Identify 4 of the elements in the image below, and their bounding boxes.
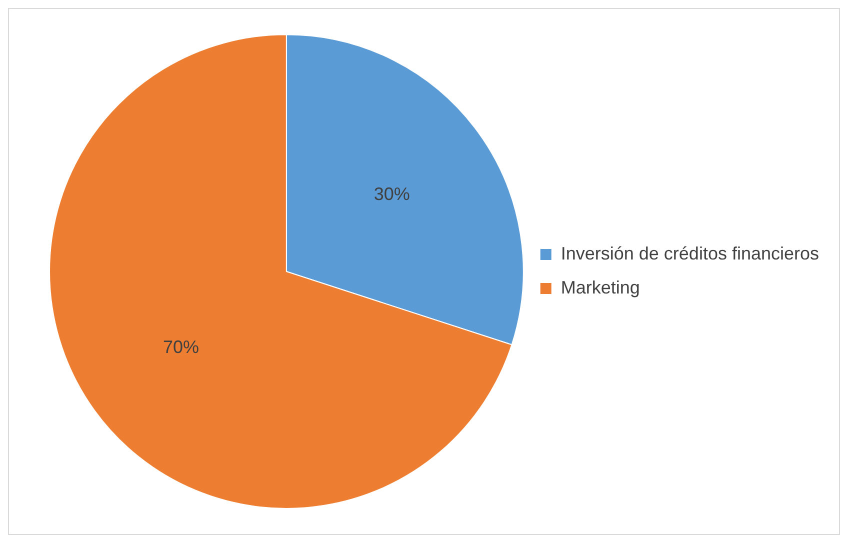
legend-label: Marketing bbox=[560, 277, 640, 298]
legend-label: Inversión de créditos financieros bbox=[560, 243, 820, 264]
data-label: 70% bbox=[162, 337, 200, 358]
data-label: 30% bbox=[374, 184, 410, 204]
